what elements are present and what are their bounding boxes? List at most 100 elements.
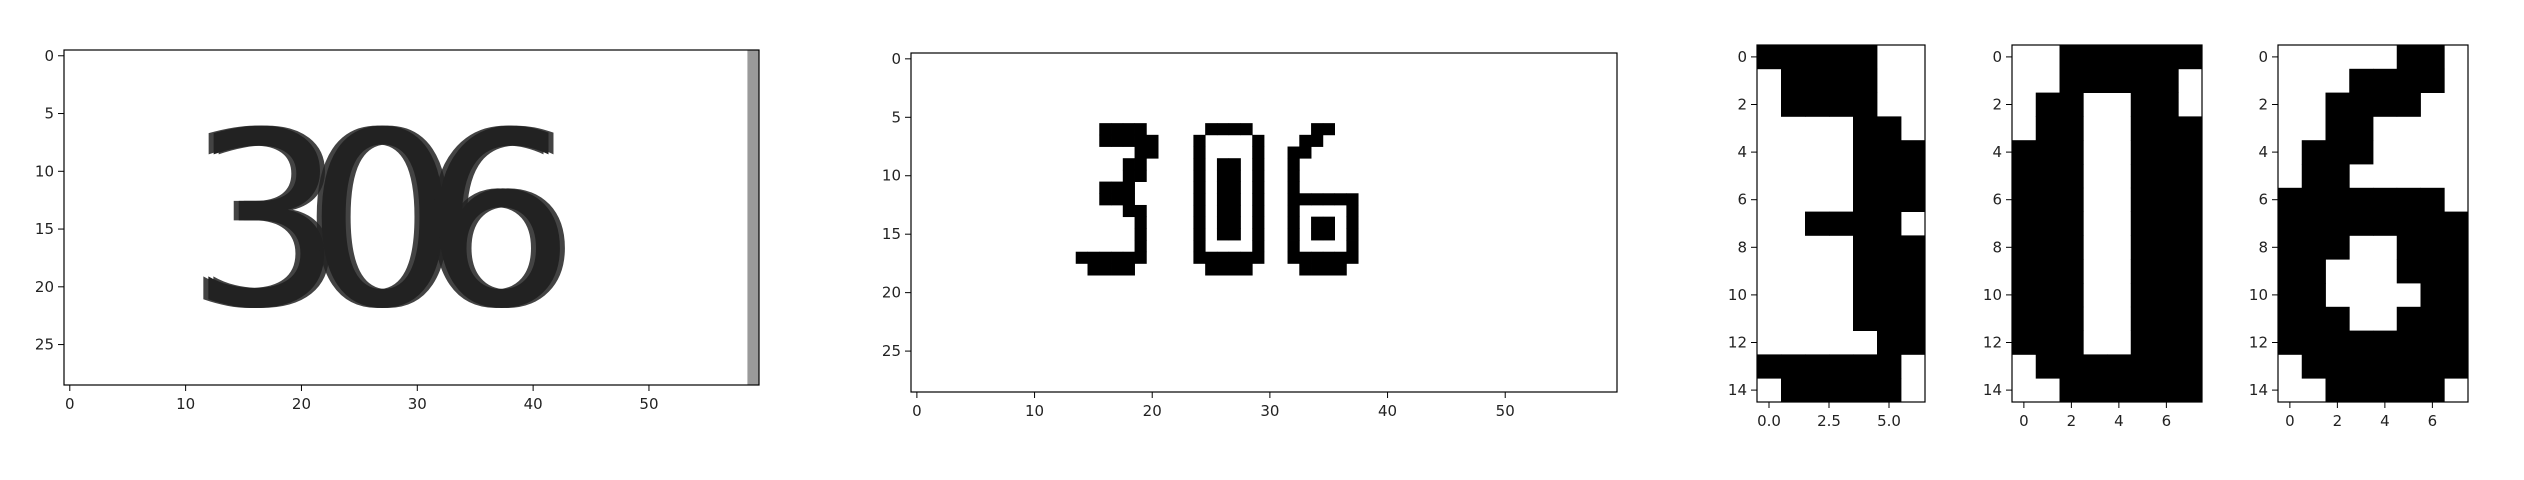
digit-pixel	[1781, 45, 1805, 69]
digit-3-ytick-label: 0	[1737, 48, 1747, 66]
binary-pixel	[1311, 193, 1323, 205]
binary-pixel	[1217, 158, 1229, 170]
digit-pixel	[1877, 212, 1901, 236]
binary-xtick-label: 0	[912, 402, 922, 420]
digit-pixel	[2397, 188, 2421, 212]
binary-pixel	[1099, 193, 1111, 205]
binary-pixel	[1240, 123, 1252, 135]
digit-pixel	[2278, 188, 2302, 212]
binary-pixel	[1311, 228, 1323, 240]
digit-pixel	[2302, 188, 2326, 212]
digit-pixel	[2131, 235, 2155, 259]
digit-pixel	[2083, 45, 2107, 69]
binary-pixel	[1217, 228, 1229, 240]
digit-3-ytick-label: 14	[1728, 381, 1747, 399]
binary-pixel	[1229, 193, 1241, 205]
binary-pixel	[1111, 182, 1123, 194]
digit-pixel	[2060, 69, 2084, 93]
binary-pixel	[1229, 263, 1241, 275]
binary-pixel	[1252, 240, 1264, 252]
binary-pixel	[1076, 252, 1088, 264]
digit-pixel	[2131, 45, 2155, 69]
digit-pixel	[2178, 188, 2202, 212]
digit-pixel	[2155, 45, 2179, 69]
digit-pixel	[1853, 140, 1877, 164]
digit-pixel	[2397, 354, 2421, 378]
binary-pixel	[1252, 193, 1264, 205]
binary-pixel	[1252, 135, 1264, 147]
digit-pixel	[2060, 188, 2084, 212]
digit-pixel	[2131, 378, 2155, 402]
binary-pixel	[1288, 170, 1300, 182]
binary-pixel	[1288, 193, 1300, 205]
binary-pixel	[1217, 123, 1229, 135]
binary-pixel	[1288, 158, 1300, 170]
binary-pixel	[1229, 205, 1241, 217]
digit-pixel	[2444, 259, 2468, 283]
digit-pixel	[2178, 283, 2202, 307]
digit-pixel	[1853, 212, 1877, 236]
digit-pixel	[2302, 164, 2326, 188]
digit-pixel	[2155, 188, 2179, 212]
digit-pixel	[2421, 283, 2445, 307]
digit-pixel	[2421, 307, 2445, 331]
digit-pixel	[1757, 354, 1781, 378]
digit-6-ytick-label: 2	[2258, 96, 2268, 114]
digit-pixel	[1877, 283, 1901, 307]
digit-pixel	[1853, 283, 1877, 307]
digit-pixel	[2012, 259, 2036, 283]
digit-6-ytick-label: 14	[2249, 381, 2268, 399]
digit-pixel	[2326, 331, 2350, 355]
digit-crop-0: 0 2 4 602468101214	[1983, 45, 2202, 430]
digit-pixel	[2326, 188, 2350, 212]
binary-pixel	[1299, 263, 1311, 275]
digit-pixel	[2012, 188, 2036, 212]
raw-xtick-label: 20	[292, 395, 311, 413]
binary-pixel	[1193, 217, 1205, 229]
binary-image-panel: 0 10 20 30 40 500510152025	[882, 50, 1617, 420]
binary-pixel	[1288, 228, 1300, 240]
digit-pixel	[2155, 307, 2179, 331]
digit-pixel	[2326, 354, 2350, 378]
digit-0-ytick-label: 2	[1992, 96, 2002, 114]
binary-pixel	[1288, 205, 1300, 217]
digit-pixel	[2155, 116, 2179, 140]
digit-pixel	[1781, 69, 1805, 93]
digit-pixel	[2155, 212, 2179, 236]
digit-0-ytick-label: 10	[1983, 286, 2002, 304]
digit-pixel	[2302, 140, 2326, 164]
digit-pixel	[2349, 354, 2373, 378]
digit-3-ytick-label: 4	[1737, 143, 1747, 161]
digit-pixel	[1853, 307, 1877, 331]
binary-pixel	[1123, 123, 1135, 135]
digit-pixel	[2397, 235, 2421, 259]
binary-pixel	[1346, 240, 1358, 252]
digit-0-ytick-label: 12	[1983, 334, 2002, 352]
digit-pixel	[1829, 45, 1853, 69]
binary-pixel	[1146, 135, 1158, 147]
digit-pixel	[2373, 188, 2397, 212]
digit-pixel	[2349, 331, 2373, 355]
digit-pixel	[2421, 69, 2445, 93]
digit-pixel	[2131, 164, 2155, 188]
digit-pixel	[1853, 93, 1877, 117]
digit-pixel	[2397, 93, 2421, 117]
digit-pixel	[1853, 378, 1877, 402]
digit-pixel	[2155, 331, 2179, 355]
digit-pixel	[2421, 45, 2445, 69]
digit-0-ytick-label: 0	[1992, 48, 2002, 66]
digit-pixel	[2036, 235, 2060, 259]
digit-pixel	[2060, 140, 2084, 164]
binary-pixel	[1229, 217, 1241, 229]
digit-pixel	[2373, 354, 2397, 378]
digit-pixel	[2178, 164, 2202, 188]
digit-pixel	[2444, 307, 2468, 331]
digit-pixel	[2060, 378, 2084, 402]
digit-pixel	[1901, 307, 1925, 331]
digit-pixel	[2060, 45, 2084, 69]
digit-pixel	[2060, 116, 2084, 140]
digit-pixel	[2178, 235, 2202, 259]
digit-pixel	[2131, 140, 2155, 164]
binary-pixel	[1335, 193, 1347, 205]
